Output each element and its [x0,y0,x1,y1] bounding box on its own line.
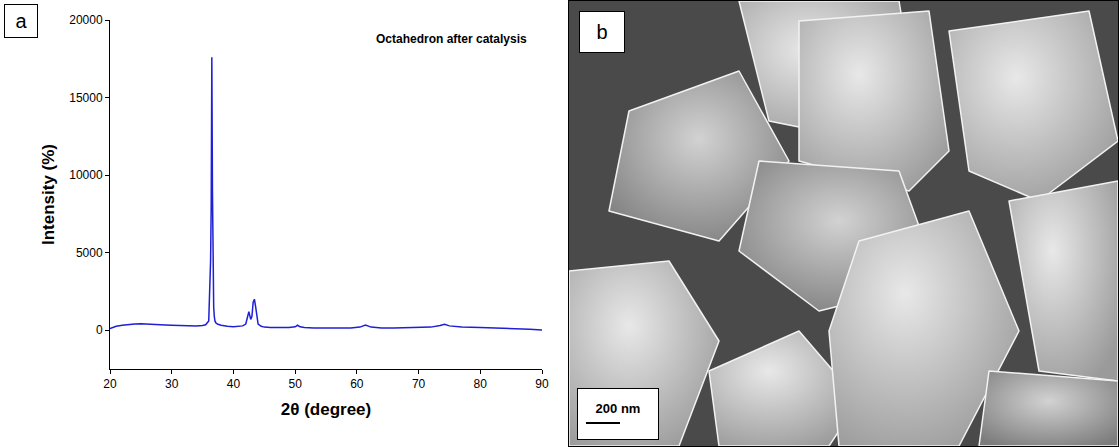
svg-text:Octahedron after catalysis: Octahedron after catalysis [376,32,527,46]
svg-text:40: 40 [227,377,241,391]
svg-text:15000: 15000 [69,91,103,105]
svg-text:60: 60 [350,377,364,391]
svg-text:50: 50 [288,377,302,391]
svg-text:70: 70 [412,377,426,391]
svg-text:0: 0 [96,323,103,337]
html-text:200 nm: 200 nm [595,401,641,416]
svg-text:90: 90 [535,377,549,391]
svg-text:20: 20 [103,377,117,391]
html-text:b: b [596,20,608,43]
svg-text:20000: 20000 [69,13,103,27]
svg-text:Intensity (%): Intensity (%) [39,144,58,245]
svg-text:80: 80 [474,377,488,391]
svg-text:10000: 10000 [69,168,103,182]
html-text:a: a [15,9,27,32]
svg-text:2θ (degree): 2θ (degree) [281,400,371,419]
svg-text:30: 30 [165,377,179,391]
svg-text:5000: 5000 [76,246,103,260]
